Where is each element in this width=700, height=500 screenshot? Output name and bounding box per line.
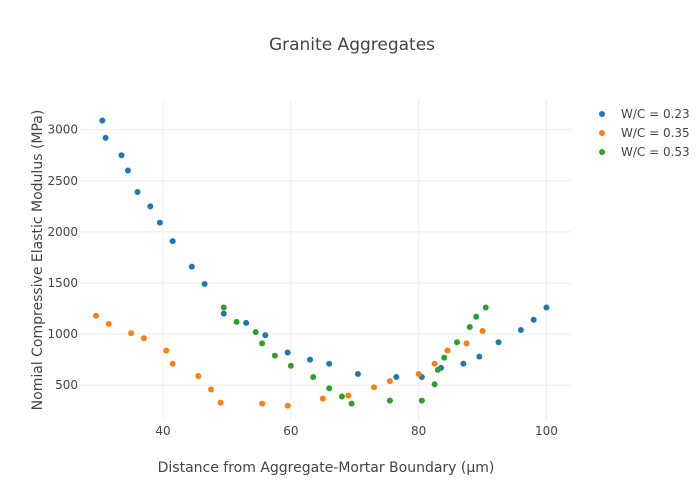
data-point[interactable] [102,134,109,141]
data-point[interactable] [169,238,176,245]
data-point[interactable] [147,203,154,210]
y-tick-label: 2000 [47,225,78,239]
data-point[interactable] [140,335,147,342]
x-tick-label: 40 [155,424,170,438]
y-tick-label: 2500 [47,174,78,188]
x-tick-label: 100 [535,424,558,438]
data-point[interactable] [444,347,451,354]
series-3 [220,304,489,407]
data-point[interactable] [418,397,425,404]
legend-label: W/C = 0.35 [621,126,690,140]
data-point[interactable] [124,167,131,174]
data-point[interactable] [370,384,377,391]
y-tick-label: 3000 [47,123,78,137]
data-point[interactable] [195,373,202,380]
x-tick-label: 80 [411,424,426,438]
data-point[interactable] [156,219,163,226]
legend-label: W/C = 0.53 [621,145,690,159]
data-point[interactable] [287,362,294,369]
data-point[interactable] [326,385,333,392]
y-tick-label: 1000 [47,327,78,341]
data-point[interactable] [188,263,195,270]
data-points [92,117,550,409]
chart-title: Granite Aggregates [269,35,435,55]
data-point[interactable] [128,330,135,337]
data-point[interactable] [201,281,208,288]
data-point[interactable] [338,393,345,400]
data-point[interactable] [105,320,112,327]
data-point[interactable] [354,370,361,377]
x-tick-label: 60 [283,424,298,438]
data-point[interactable] [319,395,326,402]
data-point[interactable] [259,400,266,407]
data-point[interactable] [163,347,170,354]
data-point[interactable] [530,316,537,323]
data-point[interactable] [479,328,486,335]
data-point[interactable] [217,399,224,406]
legend-marker [599,149,605,155]
data-point[interactable] [118,152,125,159]
y-tick-label: 1500 [47,276,78,290]
data-point[interactable] [393,374,400,381]
legend-item[interactable]: W/C = 0.23 [599,107,690,121]
data-point[interactable] [207,386,214,393]
data-point[interactable] [284,402,291,409]
legend-item[interactable]: W/C = 0.53 [599,145,690,159]
data-point[interactable] [415,370,422,377]
data-point[interactable] [92,312,99,319]
data-point[interactable] [220,304,227,311]
data-point[interactable] [326,360,333,367]
data-point[interactable] [453,339,460,346]
data-point[interactable] [233,318,240,325]
legend-marker [599,111,605,117]
data-point[interactable] [243,319,250,326]
data-point[interactable] [252,329,259,336]
data-point[interactable] [386,378,393,385]
legend-marker [599,130,605,136]
data-point[interactable] [284,349,291,356]
data-point[interactable] [476,353,483,360]
y-axis-title: Nomial Compressive Elastic Modulus (MPa) [30,110,46,411]
data-point[interactable] [517,327,524,334]
legend-label: W/C = 0.23 [621,107,690,121]
data-point[interactable] [482,304,489,311]
data-point[interactable] [99,117,106,124]
data-point[interactable] [466,323,473,330]
data-point[interactable] [259,340,266,347]
data-point[interactable] [271,352,278,359]
data-point[interactable] [463,340,470,347]
data-point[interactable] [220,310,227,317]
data-point[interactable] [434,366,441,373]
legend[interactable]: W/C = 0.23 W/C = 0.35 W/C = 0.53 [599,107,690,159]
data-point[interactable] [169,360,176,367]
data-point[interactable] [460,360,467,367]
legend-item[interactable]: W/C = 0.35 [599,126,690,140]
x-tick-labels: 40 60 80 100 [155,424,557,438]
data-point[interactable] [495,339,502,346]
y-tick-label: 500 [55,378,78,392]
data-point[interactable] [262,332,269,339]
data-point[interactable] [473,313,480,320]
data-point[interactable] [431,381,438,388]
data-point[interactable] [348,400,355,407]
data-point[interactable] [441,354,448,361]
series-2 [92,312,486,409]
x-axis-title: Distance from Aggregate-Mortar Boundary … [158,460,495,476]
data-point[interactable] [543,304,550,311]
data-point[interactable] [345,392,352,399]
data-point[interactable] [431,360,438,367]
data-point[interactable] [307,356,314,363]
data-point[interactable] [386,397,393,404]
series-1 [99,117,550,381]
data-point[interactable] [310,374,317,381]
grid-lines [80,100,572,420]
y-tick-labels: 500 1000 1500 2000 2500 3000 [47,123,78,393]
data-point[interactable] [134,189,141,196]
